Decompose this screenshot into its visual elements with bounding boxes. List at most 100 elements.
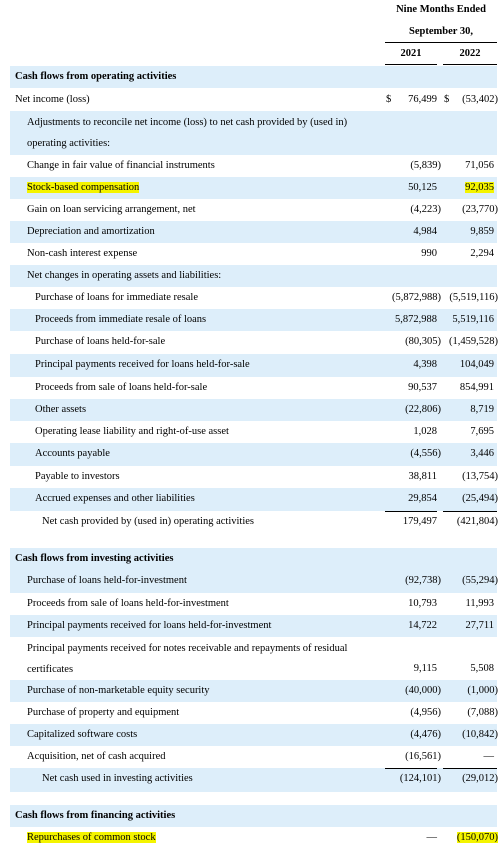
section-title: Cash flows from investing activities <box>15 553 174 564</box>
section-title: Cash flows from operating activities <box>15 71 177 82</box>
value: 9,859 <box>470 226 494 237</box>
row-band <box>10 66 497 88</box>
value: (4,956) <box>410 707 441 718</box>
row-label: Stock-based compensation <box>27 182 140 193</box>
value: (25,494) <box>462 493 498 504</box>
row-label: Operating lease liability and right-of-u… <box>35 426 229 437</box>
value: 2,294 <box>470 248 494 259</box>
row-band <box>10 443 497 466</box>
value: (13,754) <box>462 471 498 482</box>
value: (80,305) <box>405 336 441 347</box>
year: 2021 <box>400 48 422 59</box>
value: 1,028 <box>413 426 437 437</box>
value: (40,000) <box>405 685 441 696</box>
row-label: Net cash provided by (used in) operating… <box>42 516 254 527</box>
value: (22,806) <box>405 404 441 415</box>
row-label: Other assets <box>35 404 87 415</box>
header-subtitle: September 30, <box>409 26 473 37</box>
rule <box>443 768 497 769</box>
value: (421,804) <box>456 516 498 527</box>
row-label: Accounts payable <box>35 448 110 459</box>
row-label: Acquisition, net of cash acquired <box>27 751 166 762</box>
row-label: Net cash used in investing activities <box>42 773 193 784</box>
value: (29,012) <box>462 773 498 784</box>
row-label: Depreciation and amortization <box>27 226 155 237</box>
value: 92,035 <box>465 182 494 193</box>
section-title: Cash flows from financing activities <box>15 810 176 821</box>
value: 3,446 <box>470 448 494 459</box>
value: (1,459,528) <box>449 336 498 347</box>
row-label: Payable to investors <box>35 471 120 482</box>
row-band <box>10 265 497 287</box>
row-label: Proceeds from sale of loans held-for-sal… <box>35 382 208 393</box>
row-label: Purchase of loans for immediate resale <box>35 292 198 303</box>
value: (150,070) <box>456 832 498 843</box>
value: 990 <box>421 248 437 259</box>
value: 5,519,116 <box>452 314 494 325</box>
row-label: Proceeds from immediate resale of loans <box>35 314 207 325</box>
row-band <box>10 680 497 702</box>
row-band <box>10 488 497 511</box>
value: (55,294) <box>462 575 498 586</box>
row-label: Proceeds from sale of loans held-for-inv… <box>27 598 229 609</box>
row-label: Gain on loan servicing arrangement, net <box>27 204 196 215</box>
value: (1,000) <box>467 685 498 696</box>
value: — <box>483 751 495 762</box>
row-band <box>10 111 497 155</box>
row-label: Net income (loss) <box>15 94 90 105</box>
row-label: Purchase of loans held-for-sale <box>35 336 166 347</box>
rule <box>385 42 497 43</box>
row-label: Repurchases of common stock <box>27 832 156 843</box>
row-label: Non-cash interest expense <box>27 248 138 259</box>
value: — <box>426 832 438 843</box>
year: 2022 <box>459 48 481 59</box>
value: (5,839) <box>410 160 441 171</box>
value: 7,695 <box>470 426 494 437</box>
value: 8,719 <box>470 404 494 415</box>
row-band <box>10 768 497 792</box>
value: 29,854 <box>408 493 437 504</box>
value: (23,770) <box>462 204 498 215</box>
value: 14,722 <box>408 620 437 631</box>
value: 90,537 <box>408 382 437 393</box>
value: (53,402) <box>462 94 498 105</box>
row-band <box>10 548 497 570</box>
row-label: Purchase of loans held-for-investment <box>27 575 187 586</box>
value: 179,497 <box>402 516 437 527</box>
value: 104,049 <box>459 359 494 370</box>
value: 9,115 <box>413 663 437 674</box>
value: (10,842) <box>462 729 498 740</box>
value: (92,738) <box>405 575 441 586</box>
value: (7,088) <box>467 707 498 718</box>
value: 4,398 <box>413 359 437 370</box>
value: 4,984 <box>413 226 437 237</box>
value: 854,991 <box>459 382 494 393</box>
value: (124,101) <box>399 773 441 784</box>
value: 10,793 <box>408 598 437 609</box>
row-band <box>10 570 497 593</box>
value: 5,508 <box>470 663 494 674</box>
value: 5,872,988 <box>395 314 437 325</box>
value: 76,499 <box>408 94 437 105</box>
row-band <box>10 354 497 377</box>
value: (16,561) <box>405 751 441 762</box>
row-band <box>10 724 497 746</box>
currency: $ <box>386 94 392 105</box>
row-label: Purchase of non-marketable equity securi… <box>27 685 210 696</box>
rule <box>443 64 497 65</box>
row-band <box>10 805 497 827</box>
row-band <box>10 221 497 243</box>
rule <box>385 511 437 512</box>
row-label: Net changes in operating assets and liab… <box>27 270 222 281</box>
row-label: Purchase of property and equipment <box>27 707 180 718</box>
value: 71,056 <box>465 160 494 171</box>
row-label: Capitalized software costs <box>27 729 138 740</box>
rule <box>385 768 437 769</box>
row-label: Accrued expenses and other liabilities <box>35 493 195 504</box>
value: 27,711 <box>465 620 495 631</box>
header-title: Nine Months Ended <box>396 4 486 15</box>
value: (4,476) <box>410 729 441 740</box>
row-label: Principal payments received for loans he… <box>35 359 250 370</box>
row-label: Adjustments to reconcile net income (los… <box>27 117 348 149</box>
